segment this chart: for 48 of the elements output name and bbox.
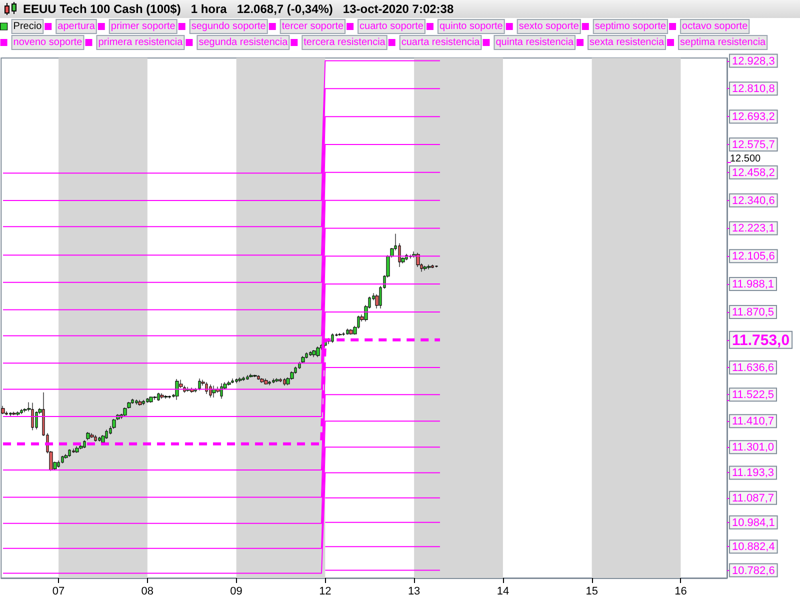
legend-label: tercera resistencia <box>304 37 386 48</box>
y-tick-label: 12.810,8 <box>732 83 775 96</box>
x-tick-label: 09 <box>230 586 242 598</box>
legend-label: primera resistencia <box>98 37 184 48</box>
y-tick-label: 11.753,0 <box>732 332 790 349</box>
legend-label: septimo soporte <box>594 21 666 32</box>
y-tick-label: 10.882,4 <box>732 541 775 554</box>
legend-label: quinta resistencia <box>496 37 574 48</box>
legend-label: cuarta resistencia <box>401 37 480 48</box>
y-tick-label: 11.870,5 <box>732 306 774 318</box>
legend-label: segundo soporte <box>191 21 266 32</box>
y-tick-label: 11.636,6 <box>732 362 774 374</box>
x-tick-label: 16 <box>674 586 687 598</box>
legend-label: sexta resistencia <box>590 37 664 48</box>
legend-label: septima resistencia <box>680 37 766 48</box>
legend-label: noveno soporte <box>13 37 83 48</box>
y-tick-label: 12.693,2 <box>732 111 775 124</box>
legend-label: apertura <box>58 21 96 32</box>
x-tick-label: 07 <box>52 586 65 598</box>
y-tick-label: 11.087,7 <box>732 492 774 504</box>
y-tick-label: 12.575,7 <box>732 139 775 151</box>
legend-label: tercer soporte <box>282 21 344 32</box>
legend-label: Precio <box>13 21 42 32</box>
y-tick-label: 11.988,1 <box>732 278 774 291</box>
x-tick-label: 08 <box>141 586 154 598</box>
legend-label: cuarto soporte <box>360 21 424 32</box>
y-tick-label: 11.193,3 <box>732 467 774 480</box>
legend-label: quinto soporte <box>439 21 504 32</box>
chart-title: EEUU Tech 100 Cash (100$) 1 hora 12.068,7 (-0,34%) 13-oct-2020 7:02:38 <box>23 2 454 16</box>
y-tick-label: 12.105,6 <box>732 250 775 263</box>
y-tick-label: 11.522,5 <box>732 389 774 402</box>
x-tick-label: 13 <box>408 586 420 598</box>
x-tick-label: 14 <box>496 586 510 598</box>
y-tick-label: 10.984,1 <box>732 516 775 529</box>
x-tick-label: 12 <box>319 586 332 598</box>
y-tick-label: 12.500 <box>730 153 762 164</box>
x-tick-label: 15 <box>586 586 598 598</box>
y-tick-label: 12.458,2 <box>732 166 775 179</box>
y-tick-label: 11.410,7 <box>732 416 774 428</box>
legend-label: segunda resistencia <box>198 37 288 48</box>
y-tick-label: 12.340,6 <box>732 194 775 207</box>
legend-label: sexto soporte <box>518 21 580 32</box>
legend-label: octavo soporte <box>682 21 748 32</box>
y-tick-label: 12.928,3 <box>732 55 775 68</box>
y-tick-label: 10.782,6 <box>732 564 775 577</box>
y-tick-label: 11.301,0 <box>732 442 774 454</box>
legend-label: primer soporte <box>110 21 176 32</box>
y-tick-label: 12.223,1 <box>732 222 775 235</box>
